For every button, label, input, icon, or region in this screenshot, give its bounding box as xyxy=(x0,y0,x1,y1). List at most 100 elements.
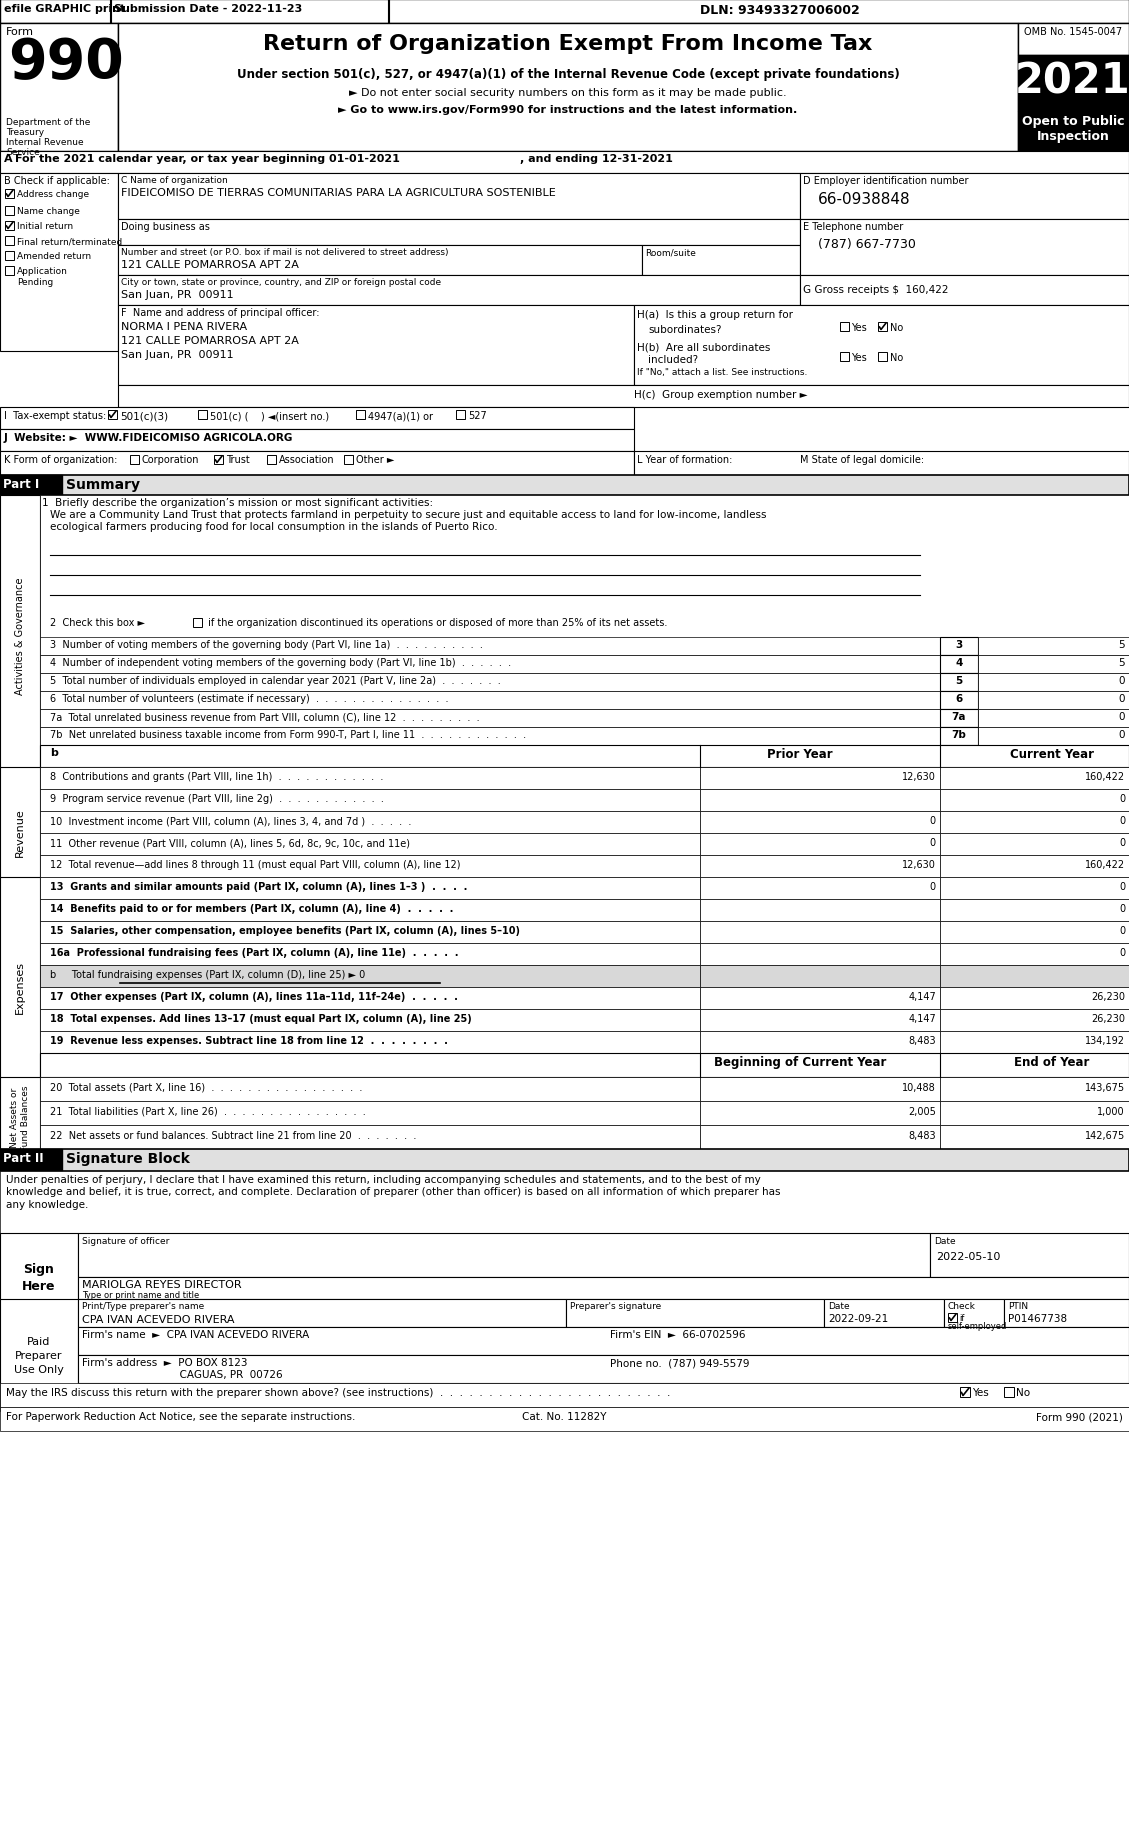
Bar xyxy=(119,220,800,245)
Text: No: No xyxy=(890,353,903,362)
Text: No: No xyxy=(890,322,903,333)
Bar xyxy=(40,767,700,789)
Bar xyxy=(40,673,940,692)
Text: Expenses: Expenses xyxy=(15,961,25,1014)
Text: 2022-05-10: 2022-05-10 xyxy=(936,1252,1000,1261)
Bar xyxy=(940,637,978,655)
Bar xyxy=(840,353,849,362)
Bar xyxy=(1004,1387,1014,1398)
Text: 134,192: 134,192 xyxy=(1085,1036,1124,1045)
Text: If "No," attach a list. See instructions.: If "No," attach a list. See instructions… xyxy=(637,368,807,377)
Bar xyxy=(356,410,365,419)
Text: End of Year: End of Year xyxy=(1014,1056,1089,1069)
Text: Inspection: Inspection xyxy=(1036,130,1110,143)
Text: Doing business as: Doing business as xyxy=(121,221,210,232)
Bar xyxy=(40,900,700,922)
Bar xyxy=(40,1010,700,1032)
Bar xyxy=(0,1407,1129,1431)
Text: Activities & Governance: Activities & Governance xyxy=(15,576,25,694)
Bar xyxy=(940,1010,1129,1032)
Text: 990: 990 xyxy=(8,37,124,90)
Bar xyxy=(700,878,940,900)
Bar xyxy=(0,1078,40,1157)
Bar xyxy=(940,767,1129,789)
Text: Initial return: Initial return xyxy=(17,221,73,231)
Text: 10  Investment income (Part VIII, column (A), lines 3, 4, and 7d )  .  .  .  .  : 10 Investment income (Part VIII, column … xyxy=(50,816,411,825)
Text: 0: 0 xyxy=(1119,712,1124,721)
Bar xyxy=(948,1314,957,1323)
Text: b: b xyxy=(50,748,58,758)
Bar xyxy=(940,1078,1129,1102)
Text: 0: 0 xyxy=(1119,882,1124,891)
Text: A: A xyxy=(5,154,12,165)
Text: Print/Type preparer's name: Print/Type preparer's name xyxy=(82,1301,204,1310)
Text: I  Tax-exempt status:: I Tax-exempt status: xyxy=(5,410,106,421)
Text: Form: Form xyxy=(6,27,34,37)
Bar xyxy=(40,944,700,966)
Text: Address change: Address change xyxy=(17,190,89,199)
Text: 20  Total assets (Part X, line 16)  .  .  .  .  .  .  .  .  .  .  .  .  .  .  . : 20 Total assets (Part X, line 16) . . . … xyxy=(50,1082,362,1093)
Bar xyxy=(944,1299,1004,1327)
Text: Type or print name and title: Type or print name and title xyxy=(82,1290,199,1299)
Bar xyxy=(266,456,275,465)
Bar xyxy=(0,496,1129,518)
Text: Preparer's signature: Preparer's signature xyxy=(570,1301,662,1310)
Bar xyxy=(634,306,1129,386)
Text: 26,230: 26,230 xyxy=(1091,1014,1124,1023)
Text: 2,005: 2,005 xyxy=(908,1107,936,1116)
Bar xyxy=(0,767,40,897)
Text: Firm's address  ►  PO BOX 8123: Firm's address ► PO BOX 8123 xyxy=(82,1358,247,1367)
Text: G Gross receipts $  160,422: G Gross receipts $ 160,422 xyxy=(803,285,948,295)
Bar xyxy=(800,276,1129,306)
Bar xyxy=(978,728,1129,745)
Bar xyxy=(40,988,700,1010)
Text: 5  Total number of individuals employed in calendar year 2021 (Part V, line 2a) : 5 Total number of individuals employed i… xyxy=(50,675,501,686)
Text: DLN: 93493327006002: DLN: 93493327006002 xyxy=(700,4,860,16)
Bar xyxy=(0,878,40,1098)
Bar xyxy=(700,1032,940,1054)
Bar xyxy=(108,410,117,419)
Text: Part II: Part II xyxy=(3,1151,44,1164)
Text: 4947(a)(1) or: 4947(a)(1) or xyxy=(368,410,434,421)
Bar xyxy=(1018,24,1129,57)
Bar xyxy=(978,710,1129,728)
Text: 22  Net assets or fund balances. Subtract line 21 from line 20  .  .  .  .  .  .: 22 Net assets or fund balances. Subtract… xyxy=(50,1131,417,1140)
Text: M State of legal domicile:: M State of legal domicile: xyxy=(800,454,925,465)
Bar xyxy=(78,1299,566,1327)
Text: 0: 0 xyxy=(1119,838,1124,847)
Text: 501(c) (    ) ◄(insert no.): 501(c) ( ) ◄(insert no.) xyxy=(210,410,330,421)
Text: Yes: Yes xyxy=(851,353,867,362)
Text: 0: 0 xyxy=(1119,948,1124,957)
Text: Revenue: Revenue xyxy=(15,809,25,856)
Text: 26,230: 26,230 xyxy=(1091,992,1124,1001)
Text: C Name of organization: C Name of organization xyxy=(121,176,228,185)
Text: Treasury: Treasury xyxy=(6,128,44,137)
Bar xyxy=(1018,112,1129,152)
Bar xyxy=(40,692,940,710)
Bar xyxy=(5,207,14,216)
Text: PTIN: PTIN xyxy=(1008,1301,1029,1310)
Bar xyxy=(940,922,1129,944)
Text: 4  Number of independent voting members of the governing body (Part VI, line 1b): 4 Number of independent voting members o… xyxy=(50,657,511,668)
Text: OMB No. 1545-0047: OMB No. 1545-0047 xyxy=(1024,27,1122,37)
Text: 143,675: 143,675 xyxy=(1085,1082,1124,1093)
Bar xyxy=(940,728,978,745)
Text: Current Year: Current Year xyxy=(1010,748,1094,761)
Text: Under penalties of perjury, I declare that I have examined this return, includin: Under penalties of perjury, I declare th… xyxy=(6,1175,780,1210)
Text: Signature Block: Signature Block xyxy=(65,1151,190,1166)
Text: 527: 527 xyxy=(469,410,487,421)
Text: E Telephone number: E Telephone number xyxy=(803,221,903,232)
Bar xyxy=(40,856,700,878)
Text: 2022-09-21: 2022-09-21 xyxy=(828,1314,889,1323)
Text: Yes: Yes xyxy=(972,1387,989,1398)
Text: if the organization discontinued its operations or disposed of more than 25% of : if the organization discontinued its ope… xyxy=(205,619,667,628)
Text: D Employer identification number: D Employer identification number xyxy=(803,176,969,187)
Text: (787) 667-7730: (787) 667-7730 xyxy=(819,238,916,251)
Text: efile GRAPHIC print: efile GRAPHIC print xyxy=(5,4,125,15)
Bar xyxy=(40,1032,700,1054)
Text: , and ending 12-31-2021: , and ending 12-31-2021 xyxy=(520,154,673,165)
Bar xyxy=(700,789,940,811)
Text: FIDEICOMISO DE TIERRAS COMUNITARIAS PARA LA AGRICULTURA SOSTENIBLE: FIDEICOMISO DE TIERRAS COMUNITARIAS PARA… xyxy=(121,188,555,198)
Text: Return of Organization Exempt From Income Tax: Return of Organization Exempt From Incom… xyxy=(263,35,873,53)
Text: H(c)  Group exemption number ►: H(c) Group exemption number ► xyxy=(634,390,807,399)
